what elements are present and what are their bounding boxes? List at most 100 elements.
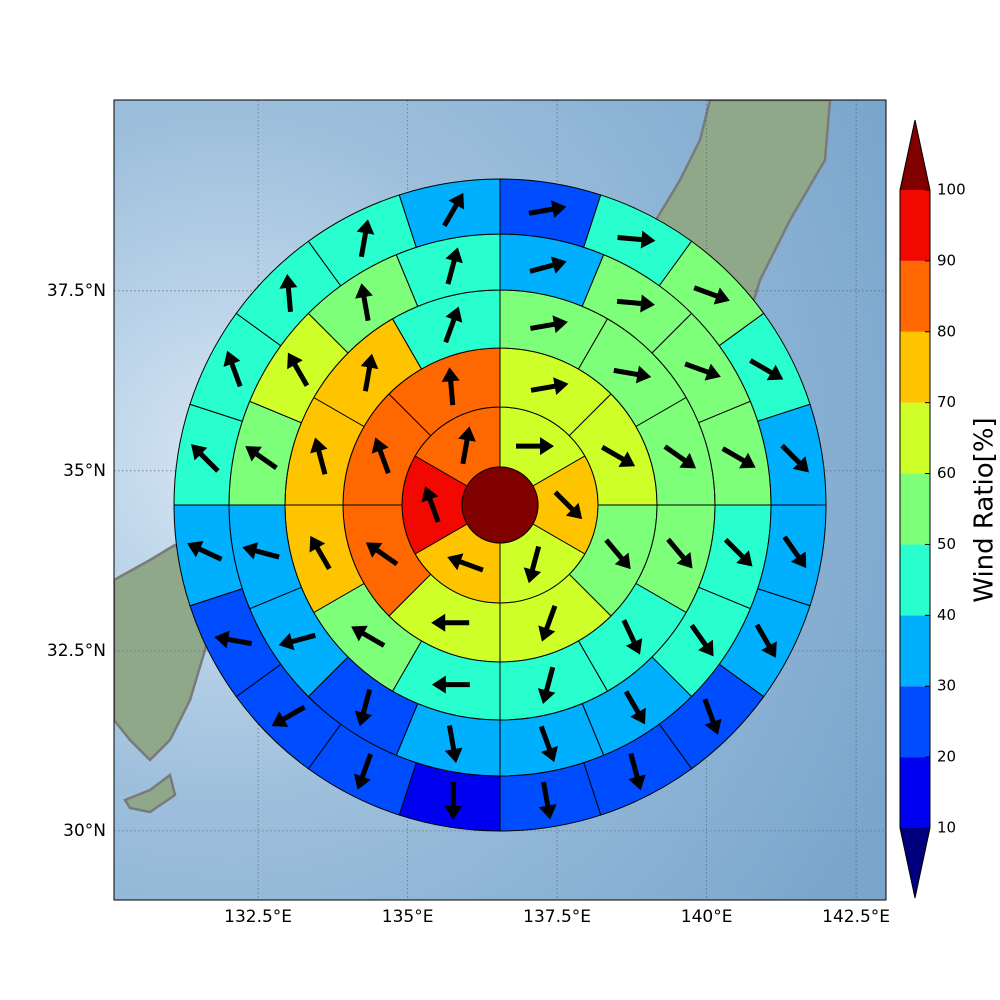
colorbar-bin <box>900 615 930 687</box>
wind-arrow <box>538 725 558 763</box>
wind-arrow <box>689 623 714 657</box>
wind-arrow <box>444 781 463 820</box>
colorbar-bin <box>900 757 930 828</box>
wind-arrow <box>537 666 556 704</box>
wind-arrow <box>223 350 243 388</box>
x-tick-label: 140°E <box>681 907 733 927</box>
wind-arrow <box>666 537 693 569</box>
wind-arrow <box>538 781 557 820</box>
wind-arrow <box>529 315 568 334</box>
colorbar-tick-label: 80 <box>937 322 956 340</box>
wind-arrow <box>458 426 476 465</box>
wind-arrow <box>442 192 465 228</box>
wind-arrow <box>617 230 656 249</box>
colorbar-tick-label: 70 <box>937 393 956 411</box>
wind-arrow <box>616 294 655 313</box>
wind-arrow <box>356 219 375 258</box>
colorbar-tick-label: 10 <box>937 819 956 837</box>
arrows <box>187 192 809 820</box>
colorbar-tick-label: 90 <box>937 251 956 269</box>
colorbar-tick-label: 100 <box>937 181 966 199</box>
colorbar-tick-label: 50 <box>937 535 956 553</box>
wind-arrow <box>271 704 306 727</box>
wind-arrow <box>354 689 373 727</box>
wind-arrow <box>782 535 807 569</box>
wind-arrow <box>371 437 391 474</box>
wind-arrow <box>721 446 756 469</box>
x-tick-label: 142.5°E <box>822 907 890 927</box>
colorbar-extend-min <box>900 828 930 898</box>
wind-arrow <box>310 437 328 475</box>
y-tick-label: 32.5°N <box>47 641 106 661</box>
wind-arrow <box>749 358 784 381</box>
colorbar-bin <box>900 331 930 403</box>
colorbar-bin <box>900 473 930 545</box>
wind-arrow <box>538 605 558 642</box>
wind-arrow <box>421 486 441 523</box>
colorbar-tick-label: 40 <box>937 606 956 624</box>
colorbar-tick-label: 30 <box>937 677 956 695</box>
colorbar-bin <box>900 260 930 332</box>
y-tick-label: 30°N <box>63 821 106 841</box>
wind-arrow <box>754 623 777 658</box>
wind-arrow <box>663 444 697 469</box>
wind-arrow <box>360 353 379 392</box>
wind-arrow <box>628 752 646 791</box>
map <box>114 100 886 900</box>
wind-arrow <box>600 445 636 468</box>
wind-arrow <box>351 625 386 648</box>
wind-arrow <box>523 545 542 584</box>
wind-arrow <box>441 367 460 406</box>
map-frame <box>113 99 887 901</box>
wind-arrow <box>780 443 809 473</box>
colorbar: 10 20 30 40 50 60 70 80 90 100 <box>899 119 966 899</box>
wind-arrow <box>279 274 298 313</box>
wind-arrow <box>604 538 631 570</box>
wind-arrow <box>528 200 567 218</box>
wind-arrow <box>530 377 569 396</box>
wind-arrow <box>621 619 643 655</box>
x-tick-label: 135°E <box>382 907 434 927</box>
wind-arrow <box>309 535 332 570</box>
wind-arrow <box>353 753 373 790</box>
axes: 132.5°E 135°E 137.5°E 140°E 142.5°E 30°N 32.5°… <box>47 281 890 927</box>
wind-arrow <box>723 537 753 567</box>
colorbar-extend-max <box>900 120 930 190</box>
wind-arrow <box>516 437 554 456</box>
y-tick-label: 35°N <box>63 461 106 481</box>
wind-arrow <box>355 283 373 322</box>
colorbar-tick-label: 60 <box>937 464 956 482</box>
colorbar-bin <box>900 402 930 474</box>
wind-arrow <box>431 675 470 694</box>
center-disc <box>461 466 539 544</box>
wind-arrow <box>613 365 652 384</box>
wind-arrow <box>187 541 223 562</box>
x-tick-label: 132.5°E <box>224 907 292 927</box>
rings <box>173 178 827 832</box>
wind-arrow <box>445 247 463 285</box>
wind-arrow <box>214 630 253 649</box>
x-tick-label: 137.5°E <box>523 907 591 927</box>
wind-arrow <box>702 698 722 735</box>
wind-arrow <box>242 542 280 560</box>
colorbar-bin <box>900 190 930 261</box>
wind-arrow <box>693 285 730 305</box>
wind-arrow <box>278 632 316 651</box>
colorbar-tick-label: 20 <box>937 748 956 766</box>
wind-arrow <box>245 446 278 470</box>
land <box>123 772 177 814</box>
colorbar-label: Wind Ratio[%] <box>970 417 1000 602</box>
wind-arrow <box>529 256 567 274</box>
wind-arrow <box>623 690 646 725</box>
wind-arrow <box>447 553 484 573</box>
wind-arrow <box>553 490 583 520</box>
y-tick-label: 37.5°N <box>47 281 106 301</box>
wind-arrow <box>684 361 721 381</box>
wind-arrow <box>287 352 310 387</box>
wind-arrow <box>444 725 463 764</box>
wind-arrow <box>191 444 220 473</box>
wind-arrow <box>365 542 399 567</box>
wind-arrow <box>431 613 470 632</box>
colorbar-bin <box>900 544 930 616</box>
